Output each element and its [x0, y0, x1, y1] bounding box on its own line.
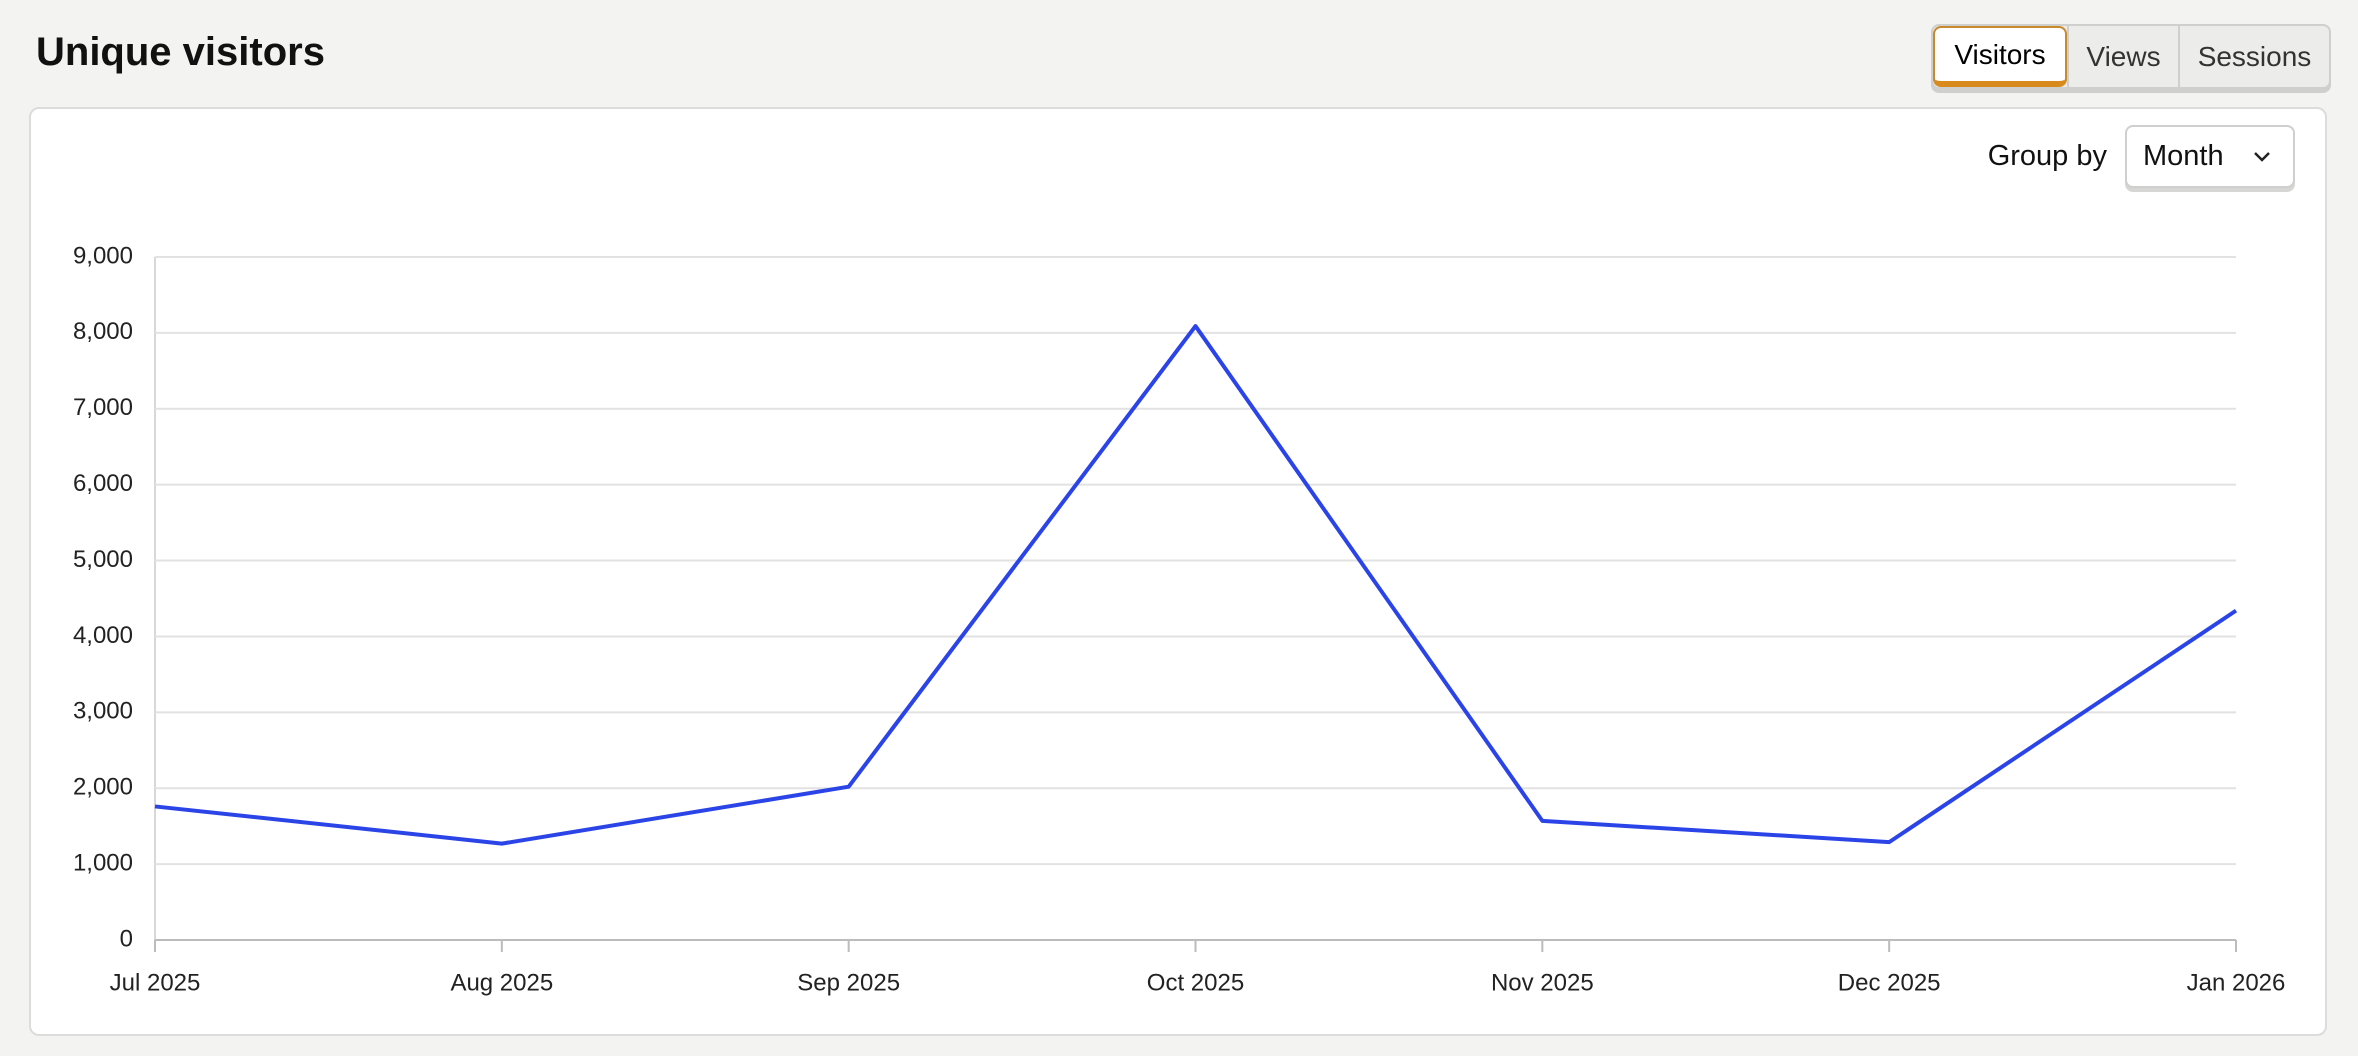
- data-line: [154, 324, 2238, 846]
- y-tick-label: 4,000: [73, 622, 133, 649]
- dropdown-value: Month: [2143, 140, 2224, 172]
- y-tick-label: 9,000: [73, 242, 133, 269]
- page-title: Unique visitors: [36, 30, 325, 74]
- x-tick-label: Sep 2025: [797, 969, 900, 996]
- y-tick-label: 5,000: [73, 546, 133, 573]
- metric-tab[interactable]: Views: [2067, 26, 2178, 87]
- group-by-label: Group by: [1987, 140, 2107, 172]
- x-tick-label: Aug 2025: [450, 969, 553, 996]
- metric-tab[interactable]: Sessions: [2178, 26, 2329, 87]
- x-tick-label: Nov 2025: [1491, 969, 1594, 996]
- x-tick-label: Dec 2025: [1838, 969, 1941, 996]
- x-tick-label: Oct 2025: [1147, 969, 1244, 996]
- group-by-dropdown[interactable]: Month: [2125, 125, 2295, 188]
- y-tick-label: 8,000: [73, 318, 133, 345]
- y-tick-label: 3,000: [73, 698, 133, 725]
- y-tick-label: 1,000: [73, 849, 133, 876]
- chevron-icon: [2254, 152, 2270, 162]
- x-tick-label: Jul 2025: [110, 969, 201, 996]
- x-tick-label: Jan 2026: [2187, 969, 2286, 996]
- metric-tab[interactable]: Visitors: [1933, 26, 2067, 87]
- y-tick-label: 2,000: [73, 774, 133, 801]
- chart-card: [29, 107, 2327, 1036]
- y-tick-label: 0: [120, 925, 133, 952]
- metric-tabs: Visitors Views Sessions: [1931, 24, 2331, 89]
- y-tick-label: 7,000: [73, 394, 133, 421]
- y-tick-label: 6,000: [73, 470, 133, 497]
